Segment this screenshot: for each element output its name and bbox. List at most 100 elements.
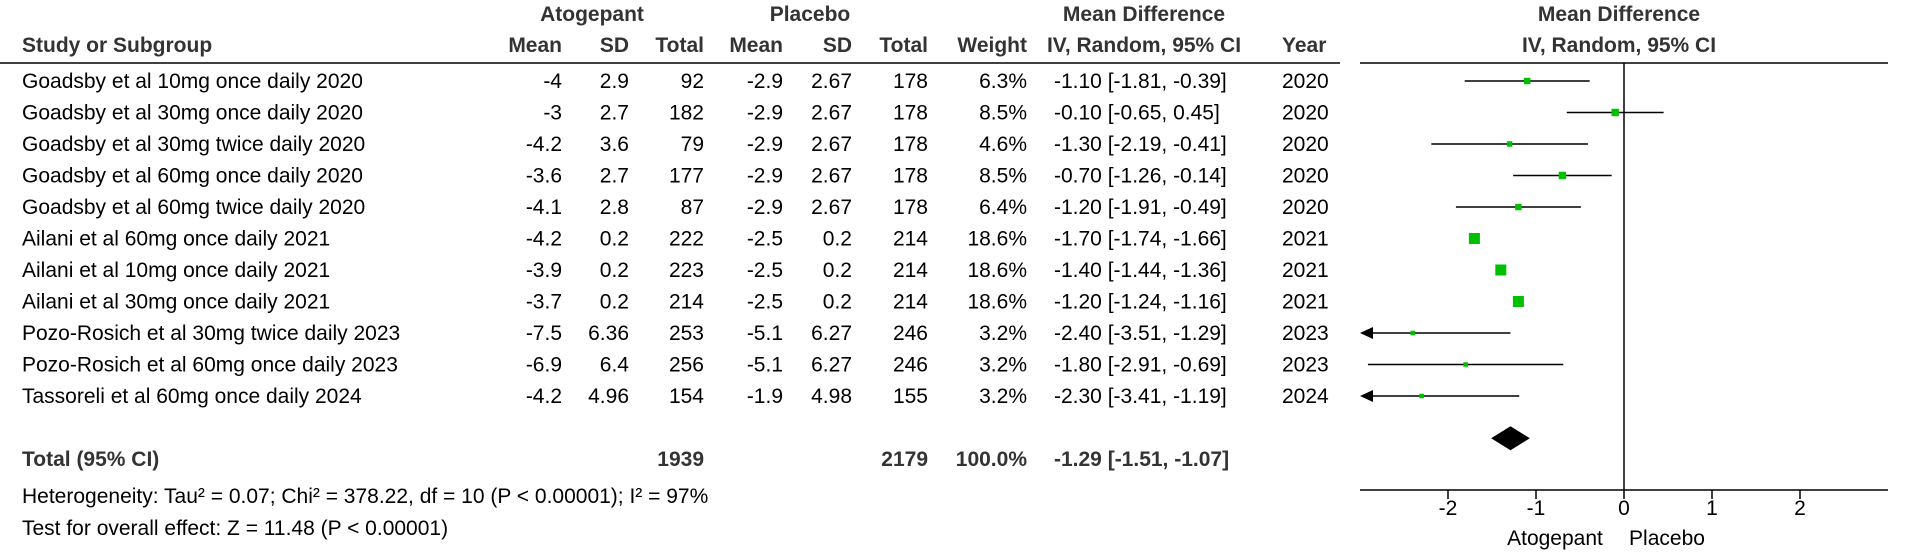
mean-placebo: -2.9 [747, 70, 783, 93]
table-row: Goadsby et al 30mg twice daily 2020 -4.2 3… [22, 133, 1329, 156]
table-row: Pozo-Rosich et al 60mg once daily 2023 -6… [22, 354, 1329, 377]
total-placebo: 214 [893, 228, 928, 251]
weight: 3.2% [979, 385, 1027, 408]
table-row: Goadsby et al 10mg once daily 2020 -4 2.9 9… [22, 70, 1329, 93]
mean-placebo: -2.9 [747, 165, 783, 188]
sd-placebo: 2.67 [811, 196, 852, 219]
header-weight: Weight [957, 34, 1027, 57]
mean-placebo: -2.9 [747, 196, 783, 219]
mean-atogepant: -3.7 [526, 291, 562, 314]
total-placebo: 246 [893, 354, 928, 377]
year: 2023 [1282, 322, 1329, 345]
x-tick-label: 0 [1618, 497, 1630, 520]
total-placebo: 178 [893, 133, 928, 156]
table-row: Goadsby et al 30mg once daily 2020 -3 2.7 1… [22, 102, 1329, 125]
mean-atogepant: -6.9 [526, 354, 562, 377]
table-row: Ailani et al 30mg once daily 2021 -3.7 0.2… [22, 291, 1329, 314]
sd-atogepant: 0.2 [600, 259, 629, 282]
weight: 6.4% [979, 196, 1027, 219]
ci-text: -1.30 [-2.19, -0.41] [1054, 133, 1227, 156]
sd-placebo: 0.2 [823, 259, 852, 282]
weight: 8.5% [979, 165, 1027, 188]
study-name: Goadsby et al 30mg twice daily 2020 [22, 133, 365, 156]
point-estimate [1410, 330, 1416, 336]
mean-atogepant: -3 [543, 102, 562, 125]
total-atogepant: 79 [681, 133, 704, 156]
ci-text: -2.40 [-3.51, -1.29] [1054, 322, 1227, 345]
total-placebo: 246 [893, 322, 928, 345]
favours-left-label: Atogepant [1507, 527, 1603, 550]
point-estimate [1512, 296, 1524, 307]
year: 2020 [1282, 165, 1329, 188]
sd-placebo: 4.98 [811, 385, 852, 408]
study-name: Goadsby et al 10mg once daily 2020 [22, 70, 363, 93]
sd-atogepant: 2.7 [600, 102, 629, 125]
mean-placebo: -1.9 [747, 385, 783, 408]
sd-atogepant: 6.4 [600, 354, 630, 377]
x-tick-label: -2 [1439, 497, 1458, 520]
point-estimate [1558, 171, 1567, 180]
header-year: Year [1282, 34, 1326, 57]
favours-right-label: Placebo [1629, 527, 1705, 550]
study-name: Goadsby et al 30mg once daily 2020 [22, 102, 363, 125]
header-sd-atogepant: SD [600, 34, 629, 57]
mean-atogepant: -4.2 [526, 228, 562, 251]
mean-atogepant: -4.2 [526, 385, 562, 408]
total-atogepant: 1939 [657, 448, 704, 471]
ci-text: -0.70 [-1.26, -0.14] [1054, 165, 1227, 188]
total-label: Total (95% CI) [22, 448, 159, 471]
ci-text: -1.70 [-1.74, -1.66] [1054, 228, 1227, 251]
sd-atogepant: 6.36 [588, 322, 629, 345]
sd-placebo: 2.67 [811, 102, 852, 125]
plot-area: -2 -1 0 1 2 [1360, 63, 1888, 520]
point-estimate [1419, 393, 1424, 399]
sd-placebo: 6.27 [811, 322, 852, 345]
year: 2020 [1282, 70, 1329, 93]
mean-atogepant: -3.9 [526, 259, 562, 282]
point-estimate [1463, 362, 1468, 367]
mean-placebo: -5.1 [747, 354, 783, 377]
mean-placebo: -2.5 [747, 259, 783, 282]
point-estimate [1611, 108, 1619, 117]
study-rows: Goadsby et al 10mg once daily 2020 -4 2.9 9… [22, 70, 1329, 408]
total-placebo: 214 [893, 291, 928, 314]
weight: 6.3% [979, 70, 1027, 93]
summary-diamond [1491, 426, 1530, 451]
total-atogepant: 256 [669, 354, 704, 377]
ci-text: -1.20 [-1.91, -0.49] [1054, 196, 1227, 219]
year: 2021 [1282, 228, 1329, 251]
study-name: Pozo-Rosich et al 60mg once daily 2023 [22, 354, 398, 377]
point-estimate [1523, 77, 1531, 85]
sd-placebo: 0.2 [823, 228, 852, 251]
x-tick-label: 1 [1706, 497, 1718, 520]
sd-atogepant: 0.2 [600, 291, 629, 314]
ci-text: -1.40 [-1.44, -1.36] [1054, 259, 1227, 282]
header-group-mean-difference-right: Mean Difference [1538, 3, 1700, 26]
ci-text: -1.80 [-2.91, -0.69] [1054, 354, 1227, 377]
total-atogepant: 177 [669, 165, 704, 188]
table-row: Ailani et al 60mg once daily 2021 -4.2 0.2… [22, 228, 1329, 251]
total-atogepant: 214 [669, 291, 704, 314]
year: 2021 [1282, 291, 1329, 314]
point-estimate [1468, 233, 1480, 244]
sd-placebo: 0.2 [823, 291, 852, 314]
year: 2020 [1282, 102, 1329, 125]
weight: 18.6% [967, 228, 1027, 251]
sd-atogepant: 2.7 [600, 165, 629, 188]
total-atogepant: 253 [669, 322, 704, 345]
sd-atogepant: 3.6 [600, 133, 629, 156]
overall-effect-text: Test for overall effect: Z = 11.48 (P < … [22, 517, 448, 540]
ci-arrow-left [1360, 327, 1373, 339]
total-atogepant: 154 [669, 385, 704, 408]
point-estimate [1495, 264, 1507, 276]
year: 2020 [1282, 196, 1329, 219]
study-name: Ailani et al 60mg once daily 2021 [22, 228, 330, 251]
header-ci-left: IV, Random, 95% CI [1047, 34, 1241, 57]
sd-placebo: 2.67 [811, 133, 852, 156]
ci-text: -1.10 [-1.81, -0.39] [1054, 70, 1227, 93]
mean-atogepant: -4 [543, 70, 562, 93]
total-placebo: 178 [893, 196, 928, 219]
header-mean-placebo: Mean [729, 34, 783, 57]
study-name: Ailani et al 10mg once daily 2021 [22, 259, 330, 282]
mean-placebo: -2.5 [747, 228, 783, 251]
